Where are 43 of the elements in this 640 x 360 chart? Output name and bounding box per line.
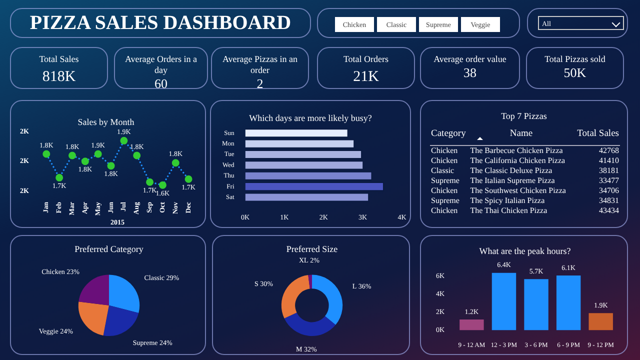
text: Supreme xyxy=(430,176,460,186)
text: Total Pizzas sold xyxy=(544,54,606,65)
text: Average order value xyxy=(432,54,508,65)
text: 21K xyxy=(352,69,380,86)
text: 33477 xyxy=(598,176,620,186)
chart-title: Preferred Category xyxy=(74,244,144,254)
text: The Barbecue Chicken Pizza xyxy=(469,146,564,156)
text: 43434 xyxy=(598,206,620,216)
text: The Southwest Chicken Pizza xyxy=(469,186,567,196)
text: 2 xyxy=(256,76,264,92)
text: The Italian Supreme Pizza xyxy=(469,176,556,186)
text: The Spicy Italian Pizza xyxy=(469,196,546,206)
text: Average Orders in a day xyxy=(124,54,198,76)
text: PIZZA SALES DASHBOARD xyxy=(10,8,311,38)
text: Classic xyxy=(430,166,456,176)
text: Total Orders xyxy=(342,54,390,65)
text: 34831 xyxy=(598,196,620,206)
text: 50K xyxy=(562,65,588,81)
text: Total Sales xyxy=(38,54,80,65)
chart-title: What are the peak hours? xyxy=(479,246,571,256)
text: Chicken xyxy=(430,206,459,216)
chart-title: Preferred Size xyxy=(286,244,338,254)
text: Chicken xyxy=(430,146,459,156)
text: Total Sales xyxy=(573,127,620,146)
text: Chicken xyxy=(430,186,459,196)
text: 41410 xyxy=(598,156,620,166)
text: Category xyxy=(430,127,470,146)
text: 818K xyxy=(41,69,77,86)
text: Chicken xyxy=(430,156,459,166)
text: Supreme xyxy=(430,196,460,206)
text: 34706 xyxy=(598,186,620,196)
chart-title: Sales by Month xyxy=(78,116,135,127)
text: 38181 xyxy=(598,166,620,176)
text: The California Chicken Pizza xyxy=(469,156,566,166)
text: The Thai Chicken Pizza xyxy=(469,206,548,216)
text: Name xyxy=(469,127,574,146)
text: Average Pizzas in an order xyxy=(221,54,299,76)
text: 42768 xyxy=(598,146,620,156)
text: Top 7 Pizzas xyxy=(500,111,548,121)
text: The Classic Deluxe Pizza xyxy=(469,166,554,176)
text: 38 xyxy=(462,65,478,81)
chart-title: Which days are more likely busy? xyxy=(249,112,372,123)
text: 60 xyxy=(154,76,168,92)
